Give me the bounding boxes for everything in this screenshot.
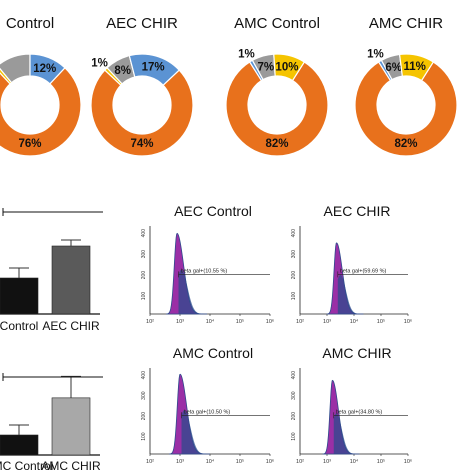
- donut-slice-label: 1%: [91, 58, 108, 70]
- histogram-y-tick-label: 200: [291, 271, 297, 280]
- bar-category-label: AMC Control: [0, 459, 53, 473]
- histogram-x-tick-label: 10³: [323, 459, 331, 465]
- bar: [51, 245, 91, 315]
- histogram-y-tick-label: 300: [291, 250, 297, 259]
- histogram-y-tick-label: 100: [291, 432, 297, 441]
- donut-slice-label: 17%: [142, 62, 165, 74]
- gate-label: beta gal+(59.69 %): [340, 268, 387, 274]
- histogram-positive-area: [181, 410, 207, 454]
- donut-slice: [398, 53, 435, 82]
- donut-slice: [273, 53, 306, 82]
- histogram-y-tick-label: 300: [141, 250, 147, 259]
- histogram-y-tick-label: 400: [141, 229, 147, 238]
- histogram-x-tick-label: 10²: [296, 459, 304, 465]
- donut-slice: [0, 66, 82, 157]
- donut-slice-label: 12%: [33, 63, 56, 75]
- donut-slice-label: 82%: [394, 138, 417, 150]
- bar-chart-1: Control AEC CHIR: [0, 208, 103, 333]
- histogram-y-tick-label: 100: [291, 292, 297, 301]
- donut-charts: Control 76% 1% 12% AEC CHIR 74% 1% 8% 17% AMC Con…: [0, 15, 458, 157]
- histogram-y-tick-label: 400: [291, 229, 297, 238]
- histogram-y-tick-label: 100: [141, 432, 147, 441]
- histogram-title: AMC CHIR: [322, 345, 391, 361]
- histogram-y-tick-label: 400: [141, 371, 147, 380]
- donut-slice-label: 82%: [265, 138, 288, 150]
- donut-slice: [354, 61, 458, 157]
- histogram-x-tick-label: 10⁵: [236, 318, 244, 325]
- histogram-y-tick-label: 100: [141, 292, 147, 301]
- histogram-x-tick-label: 10³: [176, 459, 184, 465]
- bar: [0, 434, 39, 456]
- donut-slice: [128, 53, 181, 86]
- donut-slice-label: 1%: [238, 48, 255, 60]
- donut-title: Control: [6, 15, 54, 32]
- donut-slice: [90, 69, 194, 157]
- donut-slice-label: 74%: [130, 138, 153, 150]
- gate-label: beta gal+(10.50 %): [184, 409, 231, 415]
- histogram-y-tick-label: 400: [291, 371, 297, 380]
- gate-label: beta gal+(34.80 %): [336, 409, 383, 415]
- histogram-x-tick-label: 10²: [296, 319, 304, 325]
- histogram-positive-area: [333, 413, 357, 454]
- donut-slice-label: 1%: [367, 48, 384, 60]
- donut-slice-label: 8%: [114, 65, 131, 77]
- bar-category-label: AEC CHIR: [42, 319, 100, 333]
- histogram-title: AEC CHIR: [324, 203, 391, 219]
- histogram-y-tick-label: 200: [291, 412, 297, 421]
- gate-label: beta gal+(10.55 %): [181, 268, 228, 274]
- histogram-3: AMC Control 400 300 200 100 10² 10³ 10⁴ 10⁵ 10⁶ be…: [141, 345, 274, 465]
- histogram-charts: AEC Control 400 300 200 100 10² 10³ 10⁴ 10⁵ 10⁶ be…: [141, 203, 412, 465]
- donut-chart-2: AEC CHIR 74% 1% 8% 17%: [90, 15, 194, 157]
- histogram-x-tick-label: 10⁶: [404, 318, 412, 325]
- bar: [0, 277, 39, 315]
- histogram-title: AEC Control: [174, 203, 252, 219]
- histogram-x-tick-label: 10⁴: [206, 458, 215, 465]
- donut-slice-label: 10%: [275, 61, 298, 73]
- histogram-x-tick-label: 10⁴: [206, 318, 215, 325]
- histogram-x-tick-label: 10²: [146, 459, 154, 465]
- histogram-title: AMC Control: [173, 345, 253, 361]
- histogram-x-tick-label: 10²: [146, 319, 154, 325]
- donut-slice: [29, 53, 66, 85]
- histogram-x-tick-label: 10⁶: [404, 458, 412, 465]
- donut-title: AMC CHIR: [369, 15, 443, 32]
- histogram-positive-area: [178, 269, 204, 314]
- histogram-1: AEC Control 400 300 200 100 10² 10³ 10⁴ 10⁵ 10⁶ be…: [141, 203, 274, 325]
- histogram-4: AMC CHIR 400 300 200 100 10² 10³ 10⁴ 10⁵ 10⁶ beta …: [291, 345, 412, 465]
- histogram-x-tick-label: 10⁴: [350, 458, 359, 465]
- bar: [51, 397, 91, 456]
- bar-category-label: AMC CHIR: [41, 459, 101, 473]
- histogram-x-tick-label: 10³: [176, 319, 184, 325]
- histogram-x-tick-label: 10⁶: [266, 458, 274, 465]
- donut-chart-4: AMC CHIR 82% 1%6% 11%: [354, 15, 458, 157]
- donut-slice-label: 6%: [385, 62, 402, 74]
- bar-category-label: Control: [0, 319, 38, 333]
- histogram-x-tick-label: 10⁵: [377, 458, 385, 465]
- histogram-positive-area: [337, 274, 361, 314]
- histogram-y-tick-label: 200: [141, 412, 147, 421]
- donut-slice-label: 76%: [18, 138, 41, 150]
- histogram-2: AEC CHIR 400 300 200 100 10² 10³ 10⁴ 10⁵ 10⁶ beta …: [291, 203, 412, 325]
- histogram-x-tick-label: 10⁶: [266, 318, 274, 325]
- donut-slice-label: 7%: [258, 62, 275, 74]
- histogram-x-tick-label: 10⁵: [377, 318, 385, 325]
- donut-chart-3: AMC Control 82% 1%7% 10%: [225, 15, 329, 157]
- donut-title: AEC CHIR: [106, 15, 178, 32]
- histogram-y-tick-label: 300: [291, 391, 297, 400]
- histogram-x-tick-label: 10⁴: [350, 318, 359, 325]
- donut-title: AMC Control: [234, 15, 320, 32]
- donut-slice: [225, 61, 329, 157]
- histogram-y-tick-label: 200: [141, 271, 147, 280]
- histogram-x-tick-label: 10⁵: [236, 458, 244, 465]
- histogram-x-tick-label: 10³: [323, 319, 331, 325]
- donut-slice-label: 11%: [404, 61, 426, 73]
- histogram-y-tick-label: 300: [141, 391, 147, 400]
